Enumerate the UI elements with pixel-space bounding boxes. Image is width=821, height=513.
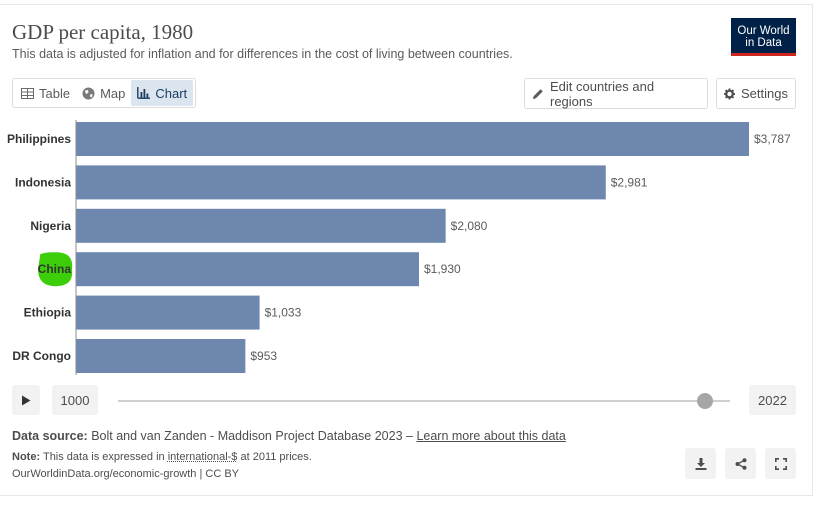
tab-table[interactable]: Table bbox=[15, 80, 76, 106]
view-tabs: Table Map Chart bbox=[12, 78, 197, 108]
download-icon bbox=[695, 457, 706, 470]
learn-more-link[interactable]: Learn more about this data bbox=[416, 429, 566, 443]
settings-label: Settings bbox=[741, 86, 788, 101]
table-icon bbox=[21, 87, 34, 99]
bar-chart-icon bbox=[137, 87, 151, 99]
value-label-dr-congo: $953 bbox=[250, 349, 277, 363]
tab-chart[interactable]: Chart bbox=[131, 80, 194, 106]
note-text-2: at 2011 prices. bbox=[240, 451, 312, 463]
chart-subtitle: This data is adjusted for inflation and … bbox=[12, 47, 513, 61]
category-label-indonesia: Indonesia bbox=[15, 175, 71, 189]
value-label-indonesia: $2,981 bbox=[611, 175, 648, 189]
international-dollar-link[interactable]: international-$ bbox=[167, 451, 238, 463]
edit-countries-button[interactable]: Edit countries and regions bbox=[524, 78, 708, 109]
fullscreen-button[interactable] bbox=[765, 448, 796, 479]
bar-chart: Philippines $3,787 Indonesia $2,981 Nigeria $… bbox=[7, 120, 791, 375]
logo-line-1: Our World bbox=[737, 25, 790, 37]
bar-philippines bbox=[76, 122, 749, 156]
category-label-ethiopia: Ethiopia bbox=[24, 306, 72, 320]
source-text: Bolt and van Zanden - Maddison Project D… bbox=[91, 429, 413, 443]
timeline-handle[interactable] bbox=[697, 393, 713, 409]
value-label-philippines: $3,787 bbox=[754, 132, 791, 146]
settings-button[interactable]: Settings bbox=[716, 78, 796, 109]
category-label-dr-congo: DR Congo bbox=[12, 349, 71, 363]
tab-map[interactable]: Map bbox=[76, 80, 131, 106]
category-label-china: China bbox=[38, 262, 72, 276]
pencil-icon bbox=[532, 88, 543, 99]
timeline-end-year[interactable]: 2022 bbox=[749, 385, 796, 415]
note: Note: This data is expressed in internat… bbox=[12, 451, 312, 463]
data-source: Data source: Bolt and van Zanden - Maddi… bbox=[12, 429, 566, 443]
download-button[interactable] bbox=[685, 448, 716, 479]
tab-map-label: Map bbox=[100, 85, 126, 101]
value-label-china: $1,930 bbox=[424, 262, 461, 276]
credit-line[interactable]: OurWorldinData.org/economic-growth | CC … bbox=[12, 468, 240, 480]
play-button[interactable] bbox=[12, 385, 40, 415]
play-icon bbox=[22, 395, 31, 405]
bar-nigeria bbox=[76, 208, 446, 243]
value-label-nigeria: $2,080 bbox=[451, 219, 488, 233]
globe-icon bbox=[82, 87, 95, 99]
category-label-nigeria: Nigeria bbox=[30, 219, 71, 233]
chart-frame bbox=[0, 4, 813, 496]
category-label-philippines: Philippines bbox=[7, 132, 71, 146]
edit-countries-label: Edit countries and regions bbox=[549, 78, 655, 109]
chart-title: GDP per capita, 1980 bbox=[12, 20, 194, 44]
share-button[interactable] bbox=[725, 448, 756, 479]
bar-china bbox=[76, 252, 419, 287]
owid-logo[interactable]: Our World in Data bbox=[731, 18, 796, 56]
timeline-track[interactable] bbox=[118, 400, 730, 402]
bar-indonesia bbox=[76, 165, 606, 200]
gear-icon bbox=[724, 87, 736, 100]
bar-dr-congo bbox=[76, 339, 246, 373]
share-icon bbox=[735, 457, 746, 470]
note-label: Note: bbox=[12, 451, 41, 463]
note-text: This data is expressed in bbox=[42, 451, 165, 463]
bar-ethiopia bbox=[76, 295, 260, 330]
logo-line-2: in Data bbox=[745, 37, 782, 49]
timeline-start-year[interactable]: 1000 bbox=[52, 385, 98, 415]
tab-table-label: Table bbox=[39, 85, 71, 101]
highlight-mark bbox=[38, 252, 73, 287]
source-label: Data source: bbox=[12, 429, 88, 443]
value-label-ethiopia: $1,033 bbox=[265, 306, 302, 320]
fullscreen-icon bbox=[774, 457, 787, 470]
tab-chart-label: Chart bbox=[155, 85, 188, 101]
